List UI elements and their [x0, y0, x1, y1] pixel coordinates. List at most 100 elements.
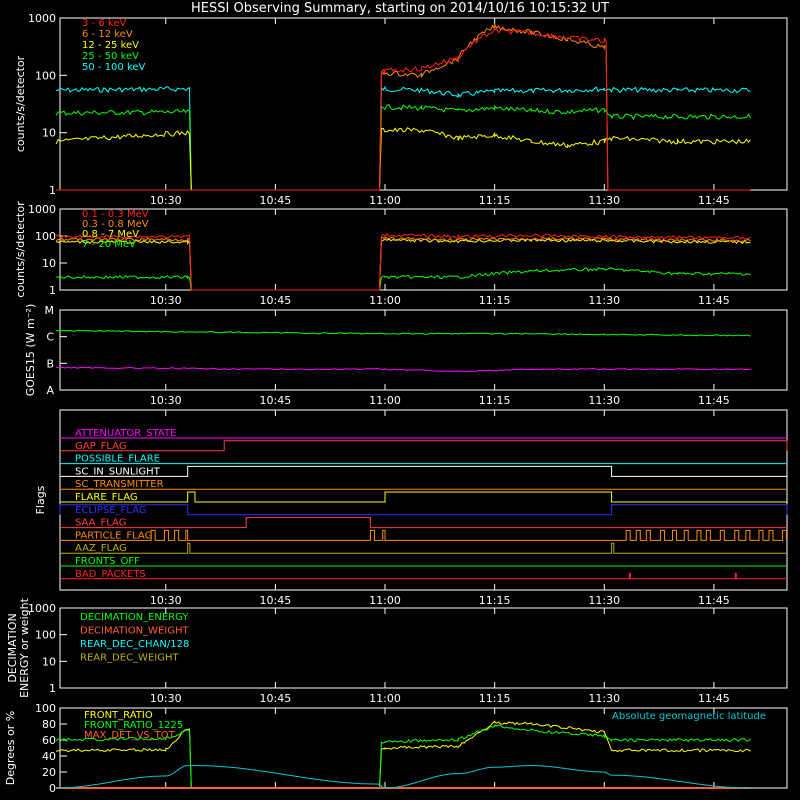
lo-energy-xtick-label: 10:30: [150, 194, 182, 207]
ratio-series-line: [56, 765, 751, 789]
lo-energy-ytick-label: 10: [42, 127, 56, 140]
decimation-xtick-label: 11:15: [479, 692, 511, 705]
decimation-xtick-label: 11:00: [369, 692, 401, 705]
goes-xtick-label: 11:15: [479, 394, 511, 407]
lo-energy-legend-entry: 6 - 12 keV: [82, 29, 133, 40]
ratio-legend-entry: MAX_DET_VS_TOT: [84, 730, 176, 741]
hi-energy-ytick-label: 10: [42, 257, 56, 270]
lo-energy-series-line: [56, 85, 751, 191]
hi-energy-ylabel: counts/s/detector: [14, 201, 27, 298]
lo-energy-ylabel: counts/s/detector: [14, 55, 27, 152]
flag-label: POSSIBLE_FLARE: [75, 454, 160, 465]
flag-line: [60, 440, 788, 452]
decimation-legend-entry: REAR_DEC_WEIGHT: [80, 653, 179, 664]
flag-label: SAA_FLAG: [75, 518, 126, 529]
hi-energy-xtick-label: 11:00: [369, 294, 401, 307]
decimation-ytick-label: 1000: [28, 602, 56, 615]
lo-energy-series-line: [56, 26, 751, 191]
ratio-ytick-label: 20: [42, 766, 56, 779]
ratio-ytick-label: 100: [35, 702, 56, 715]
hi-energy-series-line: [55, 238, 751, 291]
hi-energy-series-line: [55, 232, 751, 291]
hi-energy-ytick-label: 1000: [28, 203, 56, 216]
goes-xtick-label: 11:30: [588, 394, 620, 407]
decimation-legend-entry: DECIMATION_ENERGY: [80, 612, 189, 623]
hi-energy-legend-entry: 0.3 - 0.8 MeV: [82, 219, 149, 230]
lo-energy-series-line: [55, 127, 751, 191]
flag-label: SC_IN_SUNLIGHT: [75, 466, 161, 477]
lo-energy-xtick-label: 11:15: [479, 194, 511, 207]
flags-xtick-label: 10:30: [150, 594, 182, 607]
hi-energy-ytick-label: 1: [49, 284, 56, 297]
flags-xtick-label: 11:15: [479, 594, 511, 607]
decimation-legend-entry: DECIMATION_WEIGHT: [80, 626, 189, 637]
goes-xtick-label: 10:45: [260, 394, 292, 407]
lo-energy-legend-entry: 25 - 50 keV: [82, 51, 139, 62]
flags-xtick-label: 10:45: [260, 594, 292, 607]
flag-line: [60, 529, 787, 541]
lo-energy-ytick-label: 100: [35, 69, 56, 82]
hi-energy-legend-entry: 7 - 20 MeV: [82, 239, 136, 250]
decimation-xtick-label: 10:45: [260, 692, 292, 705]
decimation-xtick-label: 11:30: [588, 692, 620, 705]
goes-series-line: [56, 329, 751, 337]
decimation-ytick-label: 100: [35, 629, 56, 642]
lo-energy-series-line: [55, 103, 751, 191]
goes-xtick-label: 11:00: [369, 394, 401, 407]
decimation-ylabel: ENERGY or weight: [18, 597, 31, 697]
flag-label: SC_TRANSMITTER: [75, 479, 164, 490]
flag-label: PARTICLE_FLAG: [75, 530, 152, 541]
goes-xtick-label: 10:30: [150, 394, 182, 407]
lo-energy-legend-entry: 50 - 100 keV: [82, 62, 146, 73]
flag-line: [60, 517, 787, 529]
flags-xtick-label: 11:00: [369, 594, 401, 607]
lo-energy-xtick-label: 10:45: [260, 194, 292, 207]
hi-energy-legend-entry: 0.1 - 0.3 MeV: [82, 209, 149, 220]
decimation-legend-entry: REAR_DEC_CHAN/128: [80, 639, 189, 650]
lo-energy-legend-entry: 3 - 6 keV: [82, 18, 126, 29]
hi-energy-series-line: [55, 267, 751, 291]
ratio-ytick-label: 60: [42, 734, 56, 747]
lo-energy-series-line: [56, 22, 751, 191]
goes-ylabel: GOES15 (W m⁻²): [24, 304, 37, 397]
flag-label: ATTENUATOR_STATE: [75, 428, 176, 439]
lo-energy-xtick-label: 11:00: [369, 194, 401, 207]
flag-label: GAP_FLAG: [75, 441, 127, 452]
flag-label: BAD_PACKETS: [75, 569, 146, 580]
lo-energy-xtick-label: 11:30: [588, 194, 620, 207]
flag-line: [60, 465, 787, 477]
decimation-ylabel: DECIMATION: [6, 613, 19, 682]
ratio-legend-entry: FRONT_RATIO_1225: [84, 720, 183, 731]
flag-label: FLARE_FLAG: [75, 492, 138, 503]
ratio-ytick-label: 0: [49, 782, 56, 795]
goes-ytick-label: M: [45, 304, 55, 317]
goes-ytick-label: C: [46, 331, 54, 344]
goes-ytick-label: A: [46, 384, 54, 397]
decimation-frame: [59, 607, 788, 689]
ratio-series-line: [55, 723, 751, 789]
lo-energy-xtick-label: 11:45: [698, 194, 730, 207]
hi-energy-frame: [59, 208, 788, 291]
hi-energy-xtick-label: 11:15: [479, 294, 511, 307]
hi-energy-series-line: [55, 236, 751, 291]
flag-label: FRONTS_OFF: [75, 556, 140, 567]
goes-series-line: [55, 366, 751, 373]
ratio-ytick-label: 40: [42, 750, 56, 763]
ratio-ylabel: Degrees or %: [4, 711, 17, 785]
lo-energy-legend-entry: 12 - 25 keV: [82, 40, 139, 51]
hi-energy-xtick-label: 11:45: [698, 294, 730, 307]
ratio-ytick-label: 80: [42, 718, 56, 731]
lo-energy-ytick-label: 1: [49, 184, 56, 197]
flags-ylabel: Flags: [34, 485, 47, 514]
decimation-xtick-label: 10:30: [150, 692, 182, 705]
decimation-xtick-label: 11:45: [698, 692, 730, 705]
flag-line: [60, 491, 787, 503]
flags-xtick-label: 11:45: [698, 594, 730, 607]
hi-energy-ytick-label: 100: [35, 230, 56, 243]
goes-frame: [59, 309, 788, 391]
flags-frame: [59, 409, 788, 591]
goes-xtick-label: 11:45: [698, 394, 730, 407]
decimation-ytick-label: 1: [49, 682, 56, 695]
goes-ytick-label: B: [46, 357, 54, 370]
